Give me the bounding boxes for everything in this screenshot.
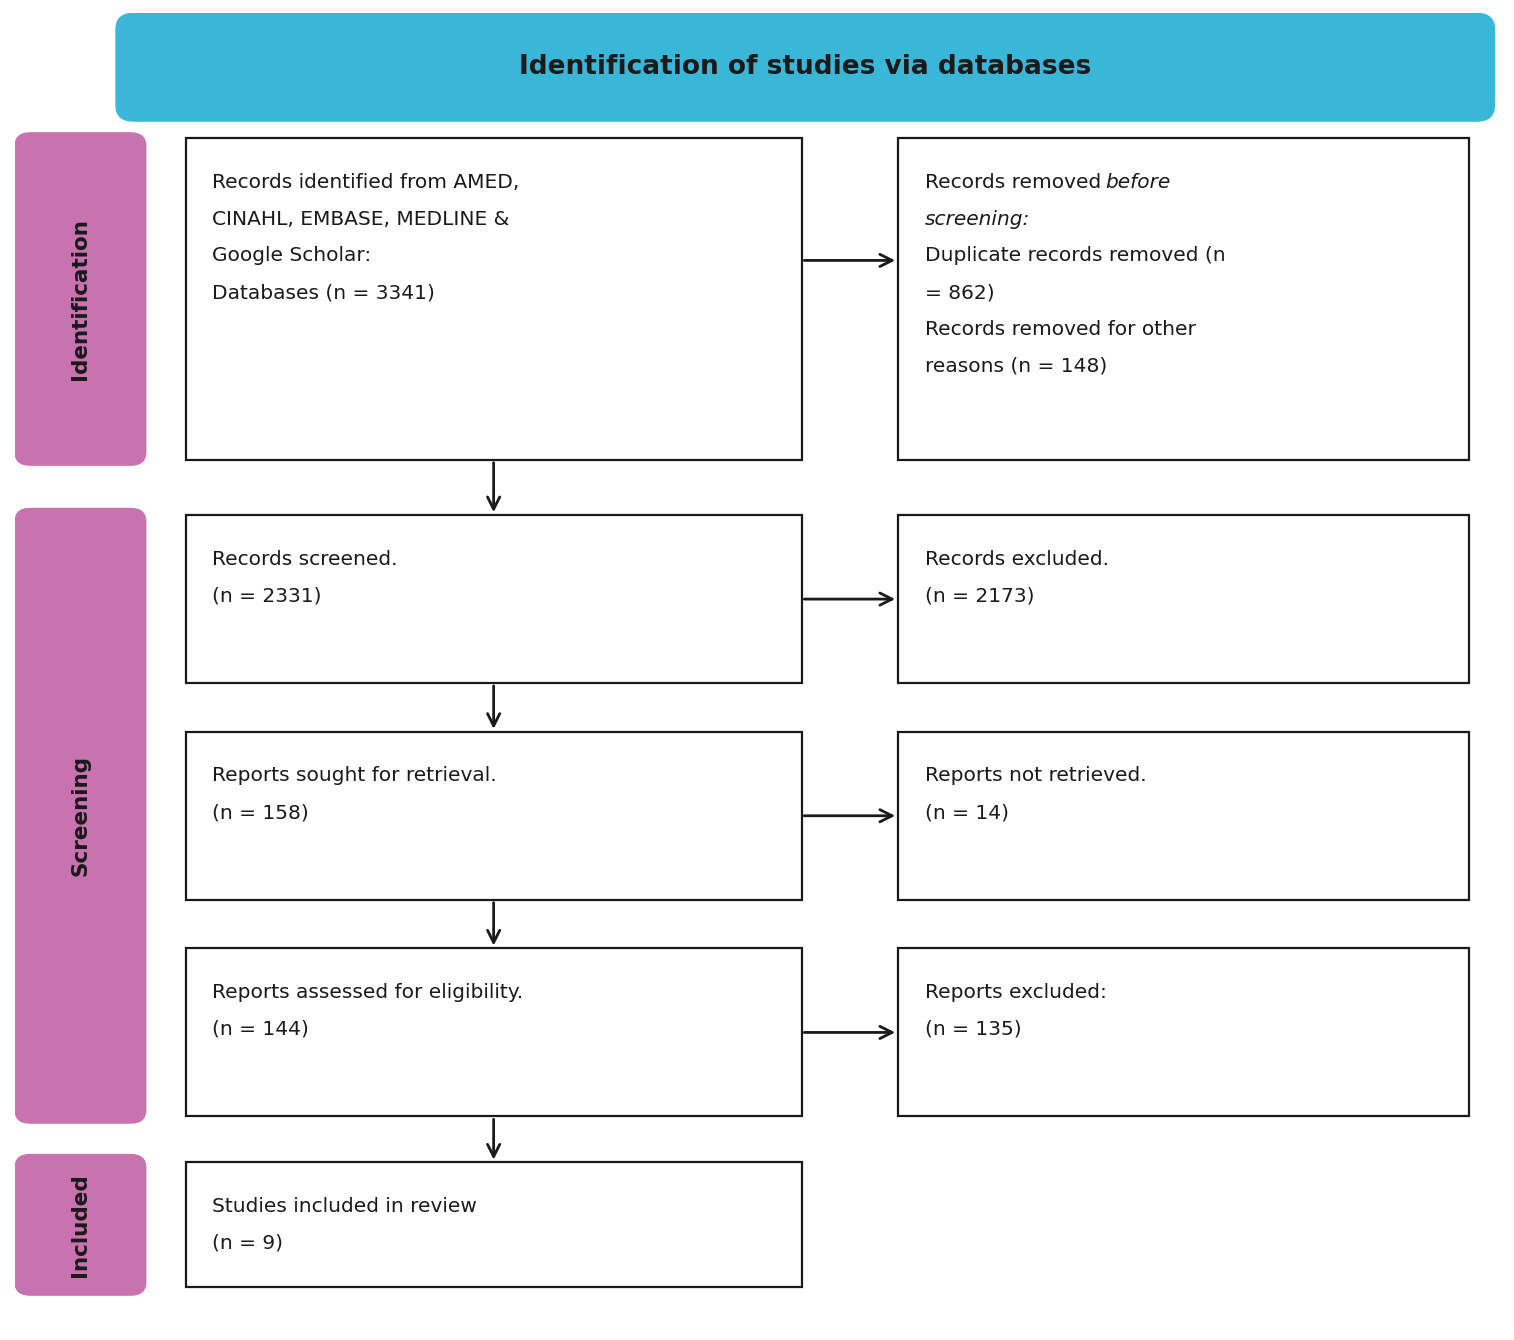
FancyBboxPatch shape [898, 949, 1469, 1116]
FancyBboxPatch shape [186, 949, 801, 1116]
Text: CINAHL, EMBASE, MEDLINE &: CINAHL, EMBASE, MEDLINE & [212, 209, 510, 229]
Text: Records removed for other: Records removed for other [925, 320, 1196, 339]
FancyBboxPatch shape [186, 1163, 801, 1288]
Text: (n = 14): (n = 14) [925, 803, 1008, 823]
Text: Records excluded.: Records excluded. [925, 549, 1108, 568]
Text: Records screened.: Records screened. [212, 549, 398, 568]
Text: Records removed: Records removed [925, 173, 1107, 192]
FancyBboxPatch shape [15, 508, 145, 1123]
Text: (n = 2173): (n = 2173) [925, 587, 1034, 606]
FancyBboxPatch shape [898, 515, 1469, 683]
Text: (n = 2331): (n = 2331) [212, 587, 322, 606]
Text: Databases (n = 3341): Databases (n = 3341) [212, 283, 436, 302]
Text: (n = 158): (n = 158) [212, 803, 309, 823]
Text: (n = 135): (n = 135) [925, 1020, 1022, 1038]
Text: (n = 9): (n = 9) [212, 1234, 283, 1253]
Text: before: before [1105, 173, 1170, 192]
FancyBboxPatch shape [898, 732, 1469, 900]
Text: Identification of studies via databases: Identification of studies via databases [519, 54, 1092, 80]
Text: Studies included in review: Studies included in review [212, 1197, 477, 1217]
FancyBboxPatch shape [186, 515, 801, 683]
Text: screening:: screening: [925, 209, 1030, 229]
Text: Records identified from AMED,: Records identified from AMED, [212, 173, 519, 192]
Text: Reports assessed for eligibility.: Reports assessed for eligibility. [212, 984, 524, 1002]
FancyBboxPatch shape [15, 1155, 145, 1294]
Text: (n = 144): (n = 144) [212, 1020, 309, 1038]
FancyBboxPatch shape [15, 133, 145, 465]
FancyBboxPatch shape [898, 138, 1469, 460]
Text: Duplicate records removed (n: Duplicate records removed (n [925, 247, 1225, 265]
Text: = 862): = 862) [925, 283, 995, 302]
FancyBboxPatch shape [117, 13, 1494, 121]
Text: Reports excluded:: Reports excluded: [925, 984, 1107, 1002]
Text: reasons (n = 148): reasons (n = 148) [925, 356, 1107, 375]
Text: Screening: Screening [71, 756, 91, 876]
Text: Included: Included [71, 1172, 91, 1277]
FancyBboxPatch shape [186, 732, 801, 900]
Text: Reports sought for retrieval.: Reports sought for retrieval. [212, 766, 497, 785]
Text: Reports not retrieved.: Reports not retrieved. [925, 766, 1146, 785]
Text: Google Scholar:: Google Scholar: [212, 247, 372, 265]
FancyBboxPatch shape [186, 138, 801, 460]
Text: Identification: Identification [71, 218, 91, 381]
